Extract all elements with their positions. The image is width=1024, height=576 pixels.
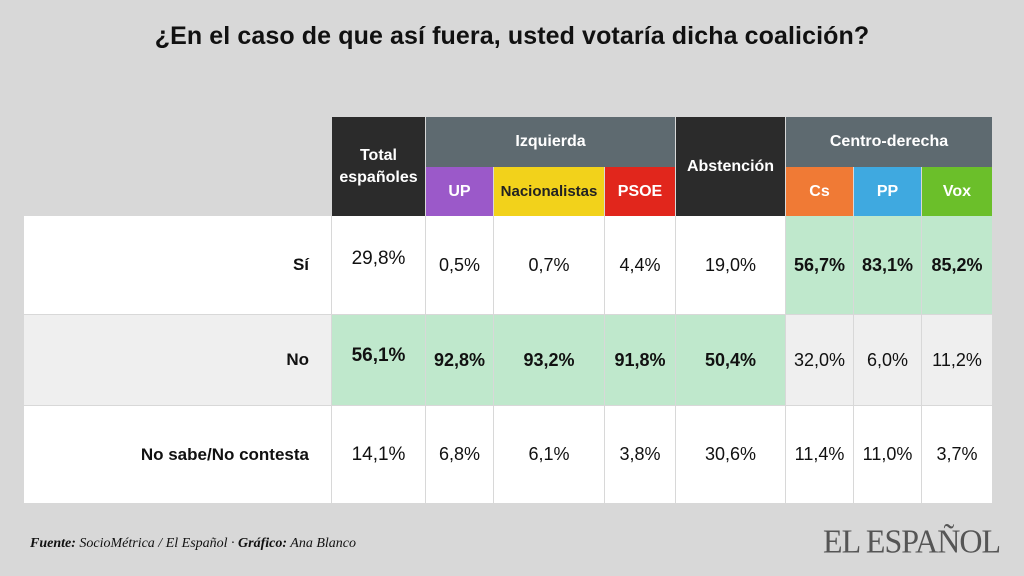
table-cell: 91,8% bbox=[605, 315, 675, 405]
table-cell: 56,7% bbox=[786, 216, 853, 314]
table-cell: 3,7% bbox=[922, 406, 992, 503]
table-cell: 4,4% bbox=[605, 216, 675, 314]
header-group-izquierda: Izquierda bbox=[426, 117, 675, 167]
table-cell: 6,0% bbox=[854, 315, 921, 405]
table-cell: 83,1% bbox=[854, 216, 921, 314]
row-label: Sí bbox=[24, 216, 331, 314]
header-party-nacionalistas: Nacionalistas bbox=[494, 167, 604, 216]
table-cell: 50,4% bbox=[676, 315, 785, 405]
table-cell: 0,5% bbox=[426, 216, 493, 314]
table-cell: 29,8% bbox=[332, 216, 425, 314]
header-party-pp: PP bbox=[854, 167, 921, 216]
row-label: No sabe/No contesta bbox=[24, 406, 331, 503]
header-abstencion: Abstención bbox=[676, 117, 785, 216]
table-cell: 11,0% bbox=[854, 406, 921, 503]
chart-title: ¿En el caso de que así fuera, usted vota… bbox=[154, 22, 870, 50]
header-total: Total españoles bbox=[332, 117, 425, 216]
source-label: Fuente: bbox=[30, 536, 76, 551]
header-group-centro-derecha: Centro-derecha bbox=[786, 117, 992, 167]
graphic-text: Ana Blanco bbox=[290, 536, 357, 551]
table-cell: 56,1% bbox=[332, 315, 425, 405]
table-cell: 92,8% bbox=[426, 315, 493, 405]
header-party-up: UP bbox=[426, 167, 493, 216]
table-cell: 19,0% bbox=[676, 216, 785, 314]
el-espanol-logo: EL ESPAÑOL bbox=[823, 522, 1001, 560]
table-cell: 85,2% bbox=[922, 216, 992, 314]
header-party-psoe: PSOE bbox=[605, 167, 675, 216]
footer-credits: Fuente: SocioMétrica / El Español · Gráf… bbox=[30, 536, 356, 552]
row-label: No bbox=[24, 315, 331, 405]
table-cell: 93,2% bbox=[494, 315, 604, 405]
header-party-vox: Vox bbox=[922, 167, 992, 216]
table-cell: 11,4% bbox=[786, 406, 853, 503]
table-cell: 3,8% bbox=[605, 406, 675, 503]
table-cell: 14,1% bbox=[332, 406, 425, 503]
table-cell: 6,8% bbox=[426, 406, 493, 503]
table-cell: 0,7% bbox=[494, 216, 604, 314]
source-text: SocioMétrica / El Español · bbox=[79, 536, 235, 551]
table-cell: 6,1% bbox=[494, 406, 604, 503]
table-cell: 11,2% bbox=[922, 315, 992, 405]
header-party-cs: Cs bbox=[786, 167, 853, 216]
table-cell: 30,6% bbox=[676, 406, 785, 503]
table-cell: 32,0% bbox=[786, 315, 853, 405]
graphic-label: Gráfico: bbox=[238, 536, 288, 551]
